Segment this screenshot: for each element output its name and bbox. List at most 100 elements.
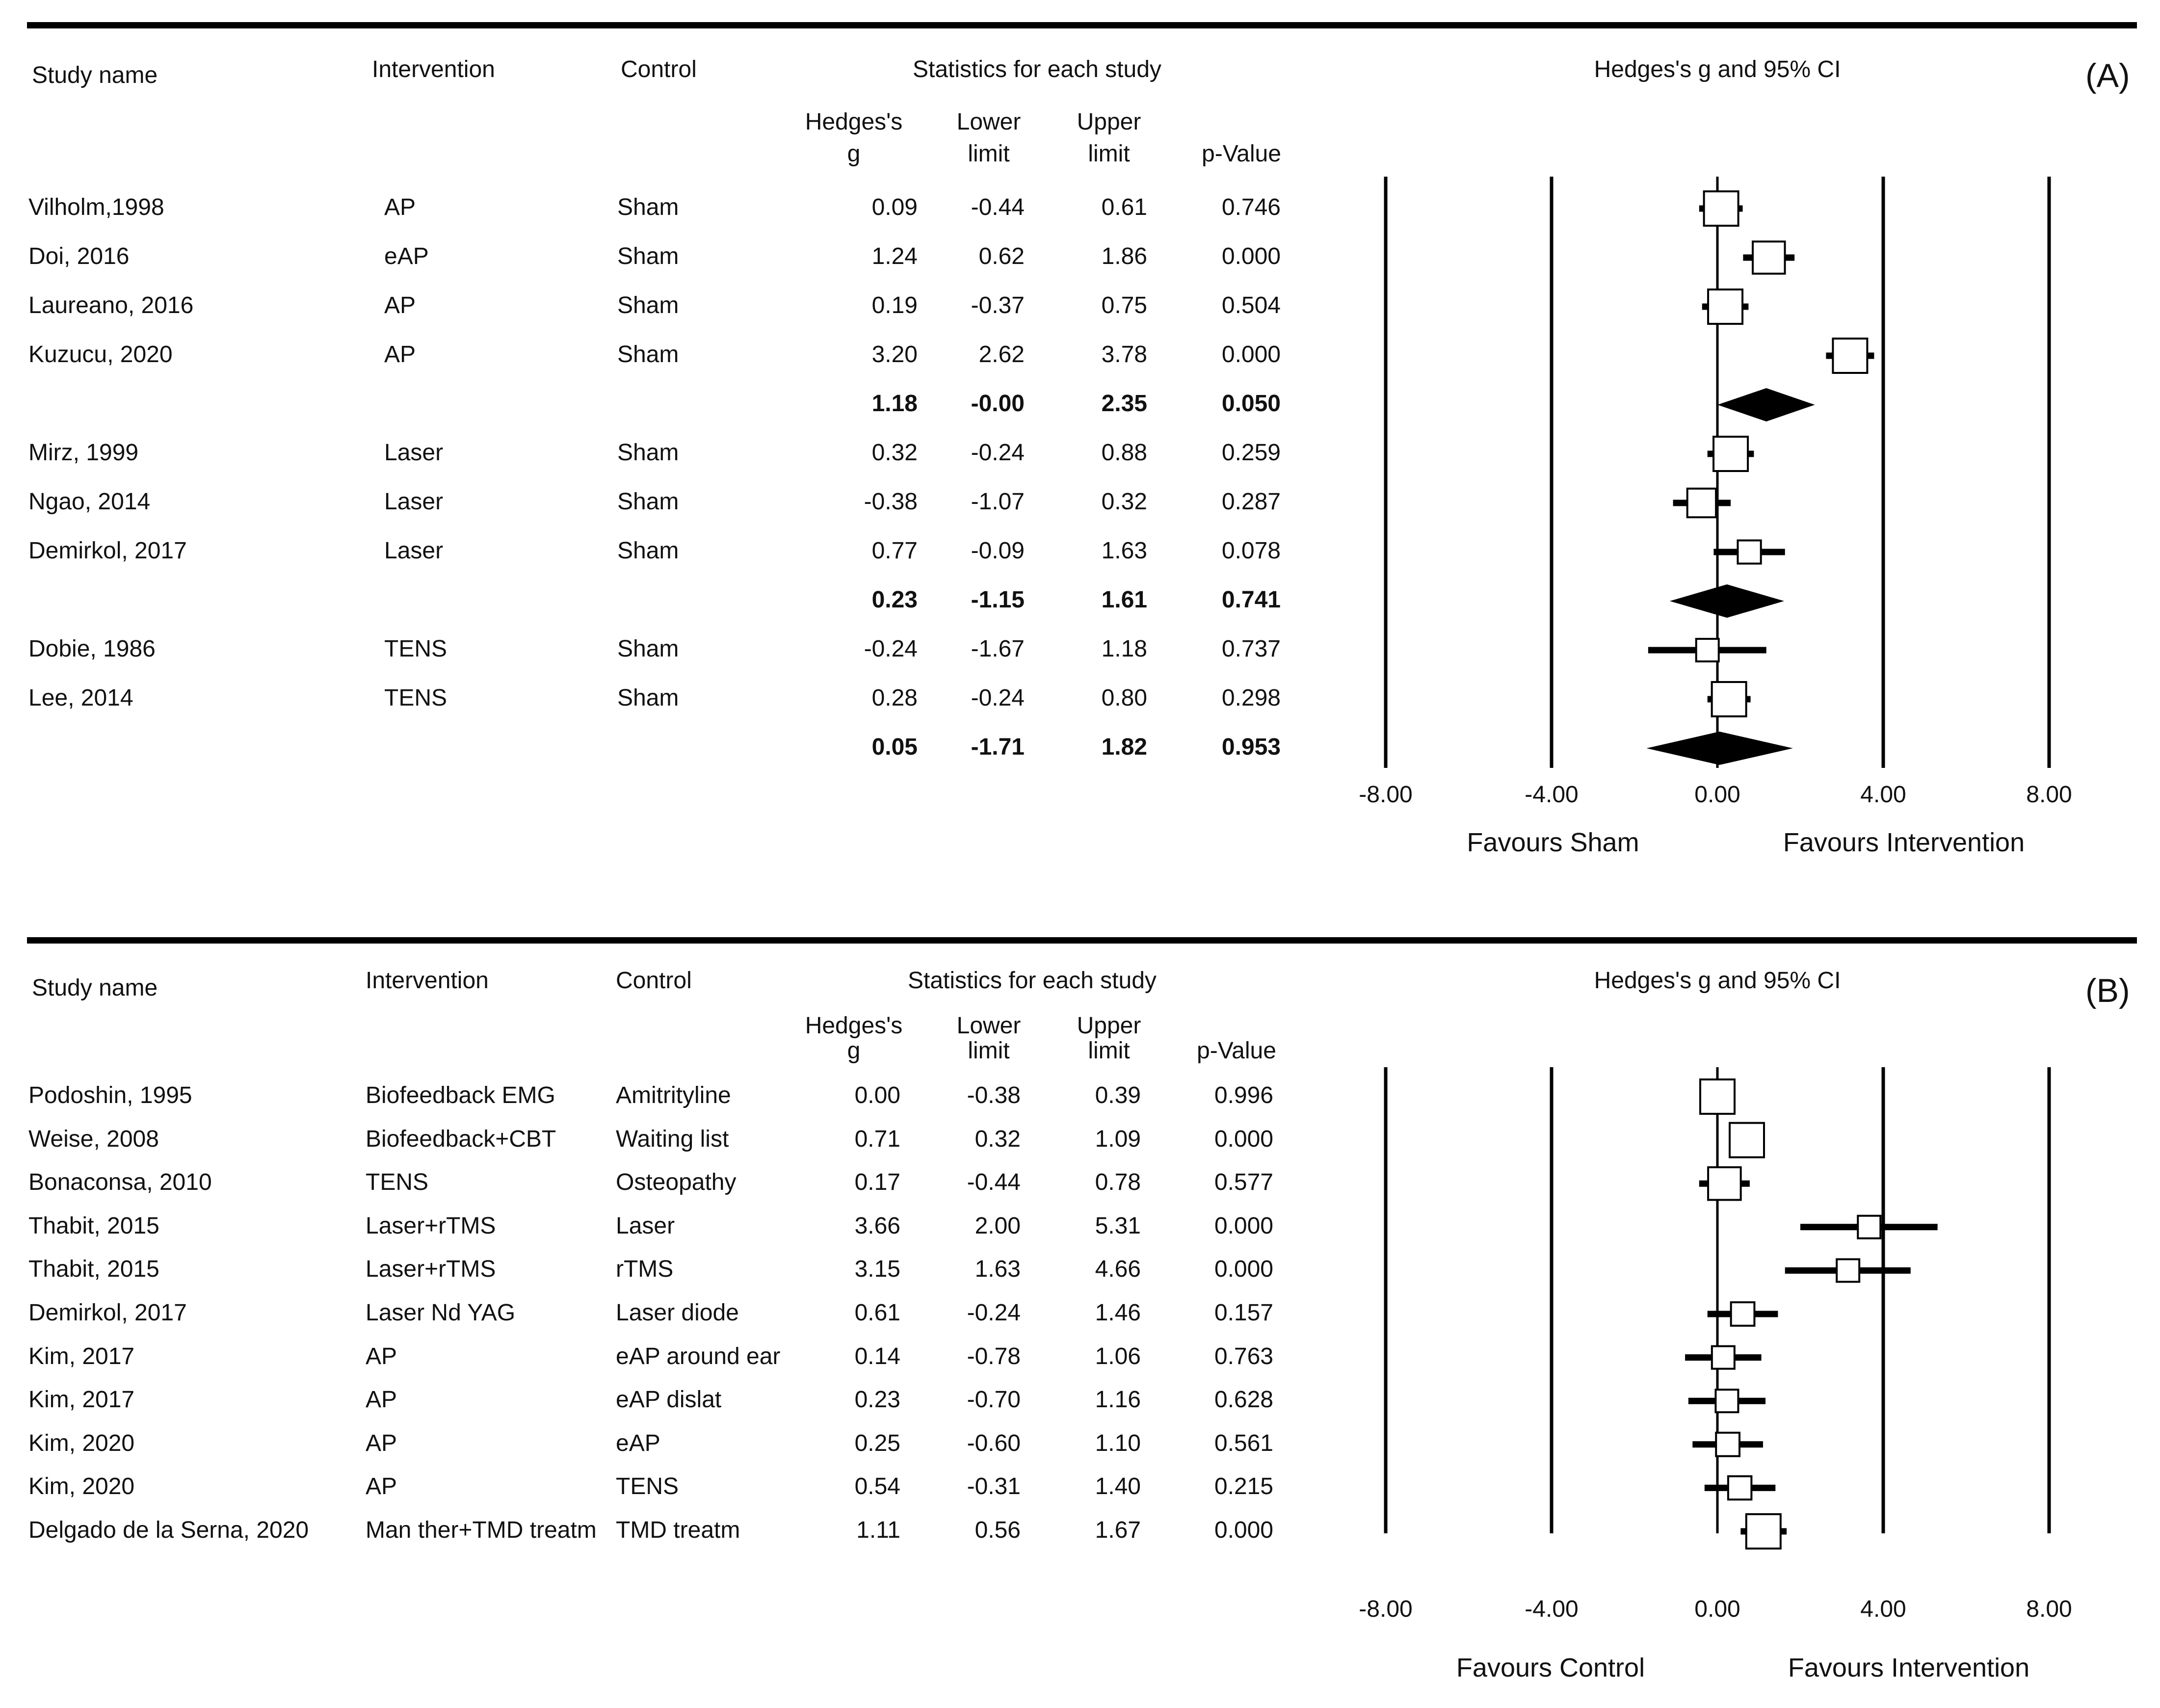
intervention-cell: AP — [366, 1473, 397, 1500]
lower-limit-cell: -0.37 — [971, 292, 1025, 318]
header-lower-line1: Lower — [956, 109, 1021, 135]
study-name: Podoshin, 1995 — [28, 1082, 192, 1108]
study-name: Vilholm,1998 — [28, 194, 164, 220]
x-tick-label: 4.00 — [1860, 782, 1906, 808]
intervention-cell: AP — [384, 194, 416, 220]
summary-diamond — [1717, 388, 1815, 421]
p-value-cell: 0.000 — [1214, 1212, 1273, 1239]
intervention-cell: Laser+rTMS — [366, 1256, 496, 1283]
effect-size-marker — [1707, 1166, 1742, 1201]
intervention-cell: TENS — [366, 1169, 429, 1196]
upper-limit-cell: 1.10 — [1095, 1430, 1141, 1456]
study-name: Kim, 2017 — [28, 1343, 135, 1369]
intervention-cell: AP — [366, 1430, 397, 1456]
intervention-cell: Laser — [384, 440, 444, 466]
upper-limit-cell: 2.35 — [1101, 391, 1147, 417]
forest-plot-a: -8.00 -4.00 0.00 4.00 8.00 Favours Sham Favour… — [1359, 177, 2072, 857]
p-value-cell: 0.000 — [1221, 243, 1281, 269]
header-statistics-group: Statistics for each study — [908, 968, 1157, 994]
intervention-cell: Laser — [384, 538, 444, 564]
hedges-g-cell: 0.19 — [871, 292, 918, 318]
p-value-cell: 0.287 — [1221, 489, 1281, 515]
control-cell: Sham — [617, 440, 679, 466]
lower-limit-cell: -0.09 — [971, 538, 1025, 564]
control-cell: Sham — [617, 538, 679, 564]
lower-limit-cell: -0.24 — [971, 440, 1025, 466]
study-name: Demirkol, 2017 — [28, 1300, 187, 1326]
p-value-cell: 0.741 — [1221, 587, 1281, 613]
hedges-g-cell: 0.00 — [854, 1082, 900, 1108]
p-value-cell: 0.746 — [1221, 194, 1281, 220]
study-name: Ngao, 2014 — [28, 489, 151, 515]
lower-limit-cell: -1.67 — [971, 636, 1025, 662]
intervention-cell: AP — [384, 292, 416, 318]
study-name: Bonaconsa, 2010 — [28, 1169, 212, 1196]
p-value-cell: 0.298 — [1221, 685, 1281, 711]
hedges-g-cell: 0.09 — [871, 194, 918, 220]
hedges-g-cell: 0.14 — [854, 1343, 900, 1369]
hedges-g-cell: 0.77 — [871, 538, 918, 564]
header-lower-line1: Lower — [956, 1013, 1021, 1039]
study-name: Kim, 2020 — [28, 1430, 135, 1456]
p-value-cell: 0.215 — [1214, 1473, 1273, 1500]
control-cell: eAP around ear — [616, 1343, 781, 1369]
header-hedges-g-line2: g — [847, 141, 861, 167]
x-tick-label: 8.00 — [2026, 782, 2072, 808]
control-cell: Sham — [617, 685, 679, 711]
upper-limit-cell: 4.66 — [1095, 1256, 1141, 1283]
effect-size-marker — [1728, 1122, 1765, 1158]
lower-limit-cell: 0.32 — [975, 1126, 1021, 1152]
x-tick-label: -8.00 — [1359, 1596, 1412, 1622]
hedges-g-cell: 1.18 — [871, 391, 918, 417]
hedges-g-cell: 0.17 — [854, 1169, 900, 1196]
p-value-cell: 0.577 — [1214, 1169, 1273, 1196]
upper-limit-cell: 0.32 — [1101, 489, 1147, 515]
header-upper-line1: Upper — [1077, 109, 1141, 135]
upper-limit-cell: 1.16 — [1095, 1387, 1141, 1413]
summary-diamond — [1646, 732, 1793, 765]
study-name: Weise, 2008 — [28, 1126, 159, 1152]
control-cell: rTMS — [616, 1256, 674, 1283]
header-study-name: Study name — [32, 975, 158, 1001]
hedges-g-cell: -0.24 — [864, 636, 918, 662]
p-value-cell: 0.628 — [1214, 1387, 1273, 1413]
upper-limit-cell: 1.18 — [1101, 636, 1147, 662]
p-value-cell: 0.953 — [1221, 734, 1281, 760]
lower-limit-cell: -0.70 — [967, 1387, 1021, 1413]
p-value-cell: 0.737 — [1221, 636, 1281, 662]
upper-limit-cell: 1.09 — [1095, 1126, 1141, 1152]
lower-limit-cell: -1.71 — [971, 734, 1025, 760]
study-name: Thabit, 2015 — [28, 1212, 159, 1239]
upper-limit-cell: 3.78 — [1101, 342, 1147, 368]
effect-size-marker — [1714, 1389, 1739, 1414]
lower-limit-cell: -1.15 — [971, 587, 1025, 613]
hedges-g-cell: 3.20 — [871, 342, 918, 368]
header-intervention: Intervention — [372, 56, 495, 82]
intervention-cell: AP — [366, 1343, 397, 1369]
hedges-g-cell: 0.28 — [871, 685, 918, 711]
effect-size-marker — [1711, 681, 1747, 717]
forest-plot-panel-a: (A) Study name Intervention Control Stat… — [27, 22, 2137, 857]
study-name: Kim, 2017 — [28, 1387, 135, 1413]
favours-left-label: Favours Sham — [1467, 828, 1639, 857]
effect-size-marker — [1727, 1475, 1753, 1501]
study-name: Doi, 2016 — [28, 243, 130, 269]
header-p-value: p-Value — [1197, 1038, 1276, 1064]
header-intervention: Intervention — [366, 968, 489, 994]
p-value-cell: 0.000 — [1214, 1256, 1273, 1283]
lower-limit-cell: -0.44 — [971, 194, 1025, 220]
control-cell: eAP dislat — [616, 1387, 722, 1413]
lower-limit-cell: -0.00 — [971, 391, 1025, 417]
hedges-g-cell: 0.23 — [871, 587, 918, 613]
hedges-g-cell: 0.05 — [871, 734, 918, 760]
effect-size-marker — [1836, 1258, 1861, 1283]
study-name: Kuzucu, 2020 — [28, 342, 173, 368]
upper-limit-cell: 1.06 — [1095, 1343, 1141, 1369]
favours-left-label: Favours Control — [1456, 1653, 1645, 1682]
lower-limit-cell: 2.00 — [975, 1212, 1021, 1239]
upper-limit-cell: 1.40 — [1095, 1473, 1141, 1500]
p-value-cell: 0.000 — [1214, 1517, 1273, 1543]
upper-limit-cell: 0.78 — [1095, 1169, 1141, 1196]
study-name: Demirkol, 2017 — [28, 538, 187, 564]
control-cell: TENS — [616, 1473, 679, 1500]
